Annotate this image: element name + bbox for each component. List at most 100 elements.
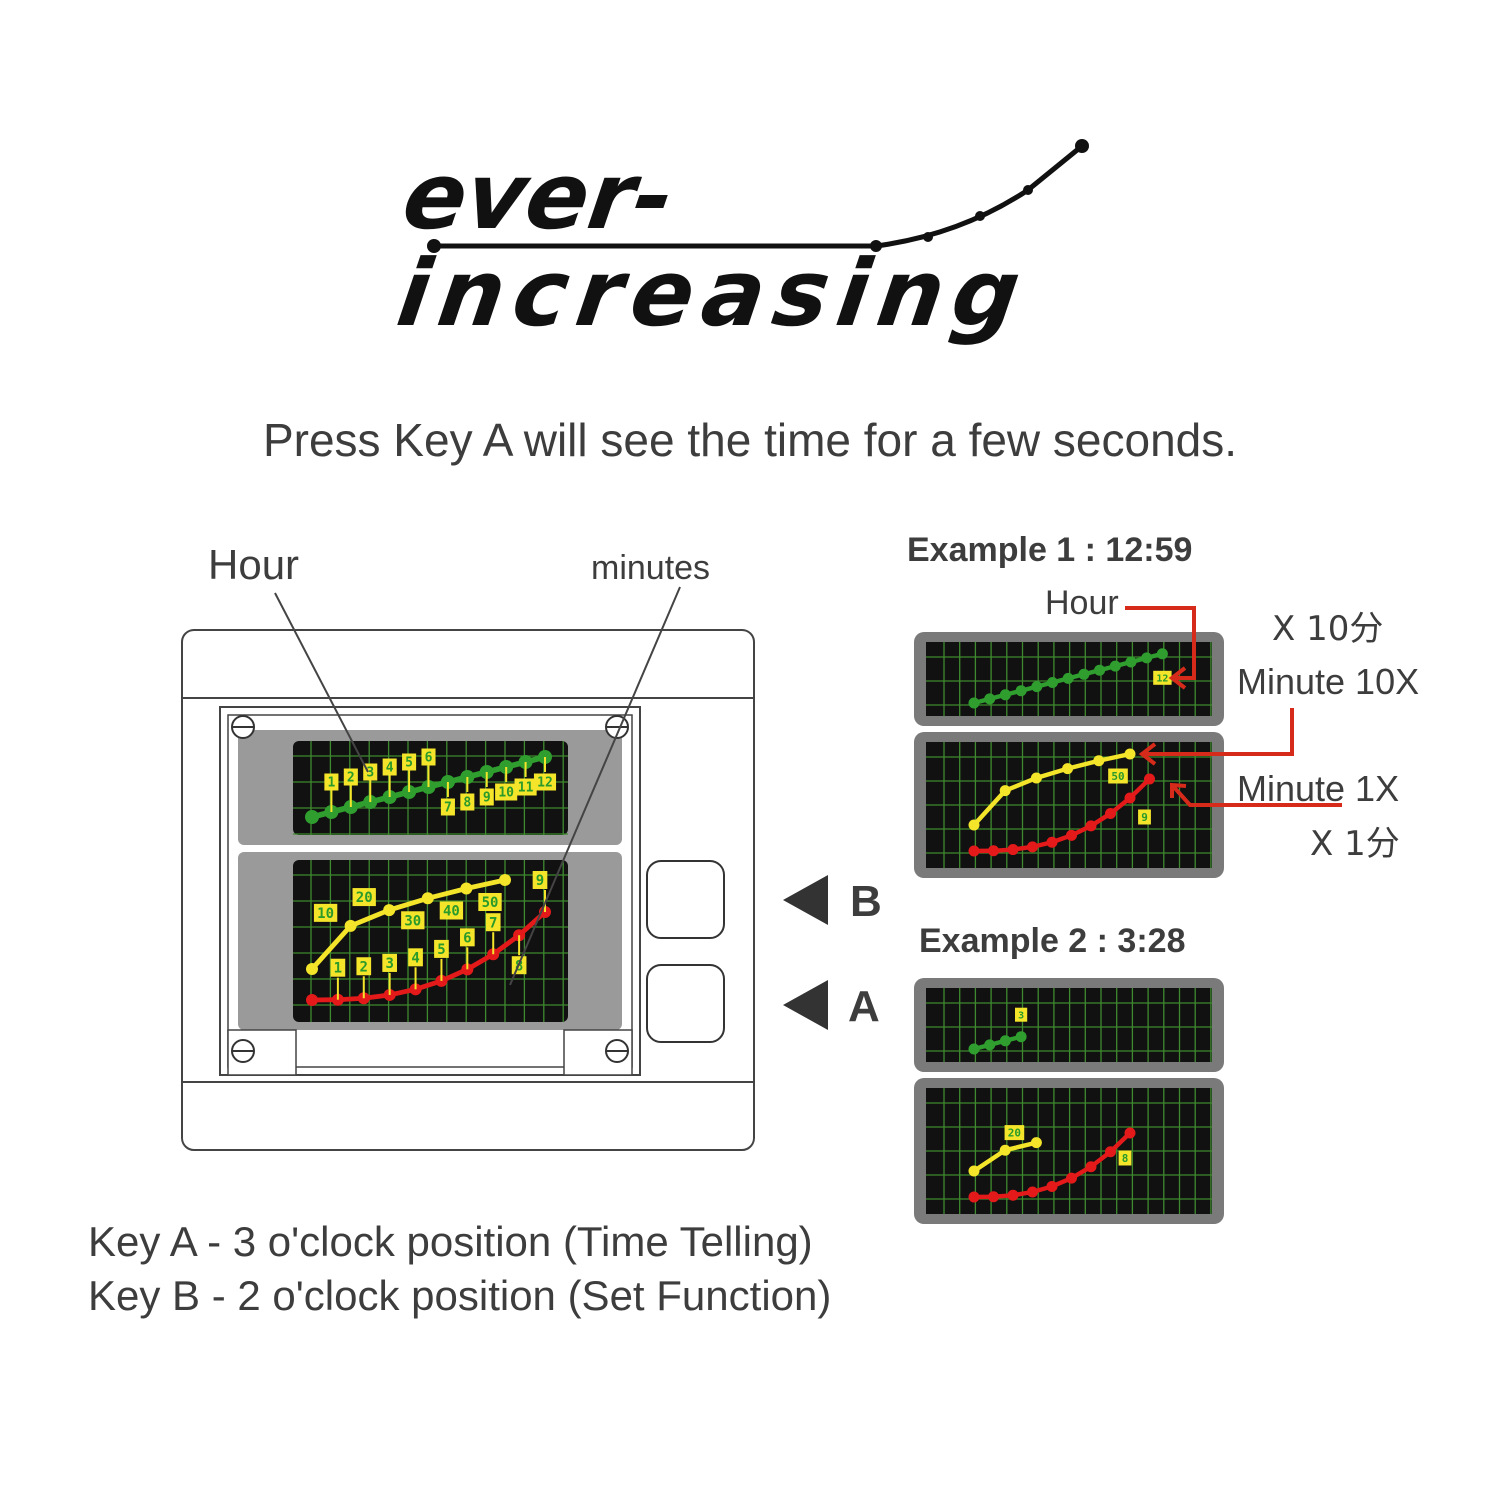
example1-ones-dot: [1124, 792, 1136, 804]
callout-arrows: [1125, 606, 1342, 807]
hour-mark: [479, 788, 494, 806]
minutes-pointer: [509, 586, 681, 986]
example1-ones-dot: [988, 845, 999, 857]
example2-hour-dot: [968, 1043, 980, 1055]
hour-mark: [382, 758, 397, 776]
hour-label: Hour: [208, 541, 299, 588]
minute-tens-label: Minute 10X: [1237, 661, 1419, 702]
minute-ones-dot: [306, 994, 318, 1006]
minute-ones-mark: [408, 948, 423, 967]
example2-ones-dot: [1007, 1189, 1019, 1201]
key-a-button[interactable]: [646, 964, 725, 1043]
example1-hour-dot: [1141, 652, 1153, 664]
logo-line1: ever-: [397, 142, 680, 249]
example1-ones-dot: [1066, 829, 1077, 841]
main-minute-display: 10 20 30 40 50 1 2 3 4 5 6 7 8 9: [293, 860, 568, 1022]
minute-tens-mark-text: 20: [356, 890, 373, 906]
minute-ones-mark: [434, 939, 449, 958]
minute-ones-mark-text: 8: [515, 958, 523, 974]
minute-tens-dot: [344, 919, 357, 932]
logo: ever- increasing: [391, 139, 1089, 347]
example1-tens-dot: [968, 819, 980, 831]
minute-ones-cn-label: X 1分: [1310, 824, 1400, 864]
logo-growth-line: [434, 144, 1084, 249]
example1-hour-label: Hour: [1045, 584, 1119, 622]
example1-hour-tag-text: 12: [1156, 673, 1168, 684]
hour-mark: [324, 773, 339, 791]
example1-tens-dot: [1062, 763, 1074, 775]
logo-dots: [427, 139, 1089, 253]
hour-mark-text: 1: [328, 776, 336, 791]
minute-ones-mark: [459, 928, 475, 947]
minute-tens-mark: [478, 893, 502, 911]
hour-mark-text: 5: [405, 756, 413, 771]
minute-tens-dot: [421, 892, 434, 905]
hour-mark: [343, 768, 358, 786]
example1-hour-dot: [1078, 668, 1090, 680]
minute-ones-mark: [356, 957, 372, 976]
example2-hour-line: [973, 1034, 1022, 1052]
hour-mark-text: 7: [444, 801, 452, 816]
hour-mark-text: 10: [498, 786, 514, 801]
example1-hour-dot: [984, 693, 996, 705]
example1-title: Example 1 : 12:59: [907, 531, 1192, 569]
example2-ones-dot: [1027, 1186, 1038, 1198]
hour-mark-text: 4: [386, 761, 394, 776]
example2-ones-dot: [1105, 1146, 1116, 1158]
example2-ones-dot: [1046, 1180, 1058, 1192]
minute-ones-label: Minute 1X: [1237, 768, 1399, 809]
example1-hour-dot: [999, 689, 1011, 701]
hour-mark-text: 12: [537, 776, 553, 791]
example1-ones-dot: [1105, 808, 1116, 820]
minute-tens-line: [310, 877, 506, 971]
example1-ones-dot: [1007, 844, 1019, 856]
hour-mark: [402, 753, 417, 771]
hour-mark: [440, 798, 455, 816]
minutes-label: minutes: [591, 549, 710, 587]
example1-hour-dot: [1047, 677, 1058, 688]
example1-hour-dot: [1156, 648, 1168, 660]
example1-ones-line: [973, 777, 1152, 854]
minute-tens-mark: [313, 903, 338, 922]
minute-ones-mark-text: 6: [463, 930, 471, 946]
minute-ones-mark-text: 5: [437, 942, 445, 958]
example2-tens-dot: [968, 1165, 980, 1177]
minute-ones-mark-text: 4: [411, 950, 419, 966]
example1-hour-display: 12: [914, 632, 1224, 726]
minute-ones-mark-text: 3: [385, 956, 393, 972]
example2-minute-display: 20 8: [914, 1078, 1224, 1224]
example2-hour-dot: [1015, 1031, 1027, 1043]
hour-mark: [514, 778, 537, 796]
hour-mark-text: 9: [483, 791, 491, 806]
example1-ones-dot: [1144, 773, 1155, 785]
example2-tens-tag-text: 20: [1008, 1127, 1021, 1140]
example1-ones-dot: [1046, 836, 1058, 848]
key-b-button[interactable]: [646, 860, 725, 939]
example1-tens-dot: [999, 785, 1011, 797]
hour-mark-text: 6: [425, 751, 433, 766]
example1-tens-dot: [1093, 755, 1105, 767]
minute-ones-mark-text: 7: [489, 915, 497, 931]
hour-mark-text: 3: [366, 766, 374, 781]
key-a-label: A: [848, 982, 880, 1031]
example1-hour-dot: [1062, 672, 1074, 684]
example2-hour-dot: [984, 1039, 996, 1051]
example2-hour-display: 3: [914, 978, 1224, 1072]
example1-tens-tag-text: 50: [1111, 770, 1124, 783]
example2-ones-tag: [1118, 1150, 1132, 1166]
example2-tens-dot: [1030, 1137, 1042, 1149]
example2-hour-tag: [1015, 1007, 1028, 1022]
minute-tens-dot: [460, 882, 473, 895]
example2-tens-dot: [999, 1144, 1011, 1156]
key-a-arrow-icon: [783, 980, 828, 1030]
hour-mark: [460, 793, 475, 811]
minute-tens-dot: [306, 963, 318, 975]
hour-mark: [495, 783, 518, 801]
minute-ones-mark-text: 9: [536, 873, 544, 889]
example1-ones-dot: [1027, 841, 1038, 853]
example1-ones-tag-text: 9: [1141, 811, 1148, 824]
example1-hour-tag: [1153, 670, 1172, 685]
key-b-arrow-icon: [783, 875, 828, 925]
